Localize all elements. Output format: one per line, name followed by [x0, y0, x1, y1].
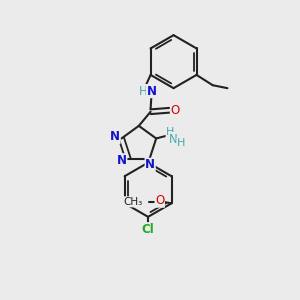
Text: Cl: Cl — [142, 223, 154, 236]
Text: N: N — [146, 85, 157, 98]
Text: H: H — [166, 127, 175, 137]
Text: H: H — [139, 85, 148, 98]
Text: O: O — [155, 194, 164, 207]
Text: N: N — [145, 158, 155, 171]
Text: N: N — [169, 133, 178, 146]
Text: H: H — [177, 138, 185, 148]
Text: N: N — [117, 154, 127, 167]
Text: CH₃: CH₃ — [123, 197, 143, 207]
Text: O: O — [170, 104, 180, 117]
Text: N: N — [110, 130, 120, 143]
